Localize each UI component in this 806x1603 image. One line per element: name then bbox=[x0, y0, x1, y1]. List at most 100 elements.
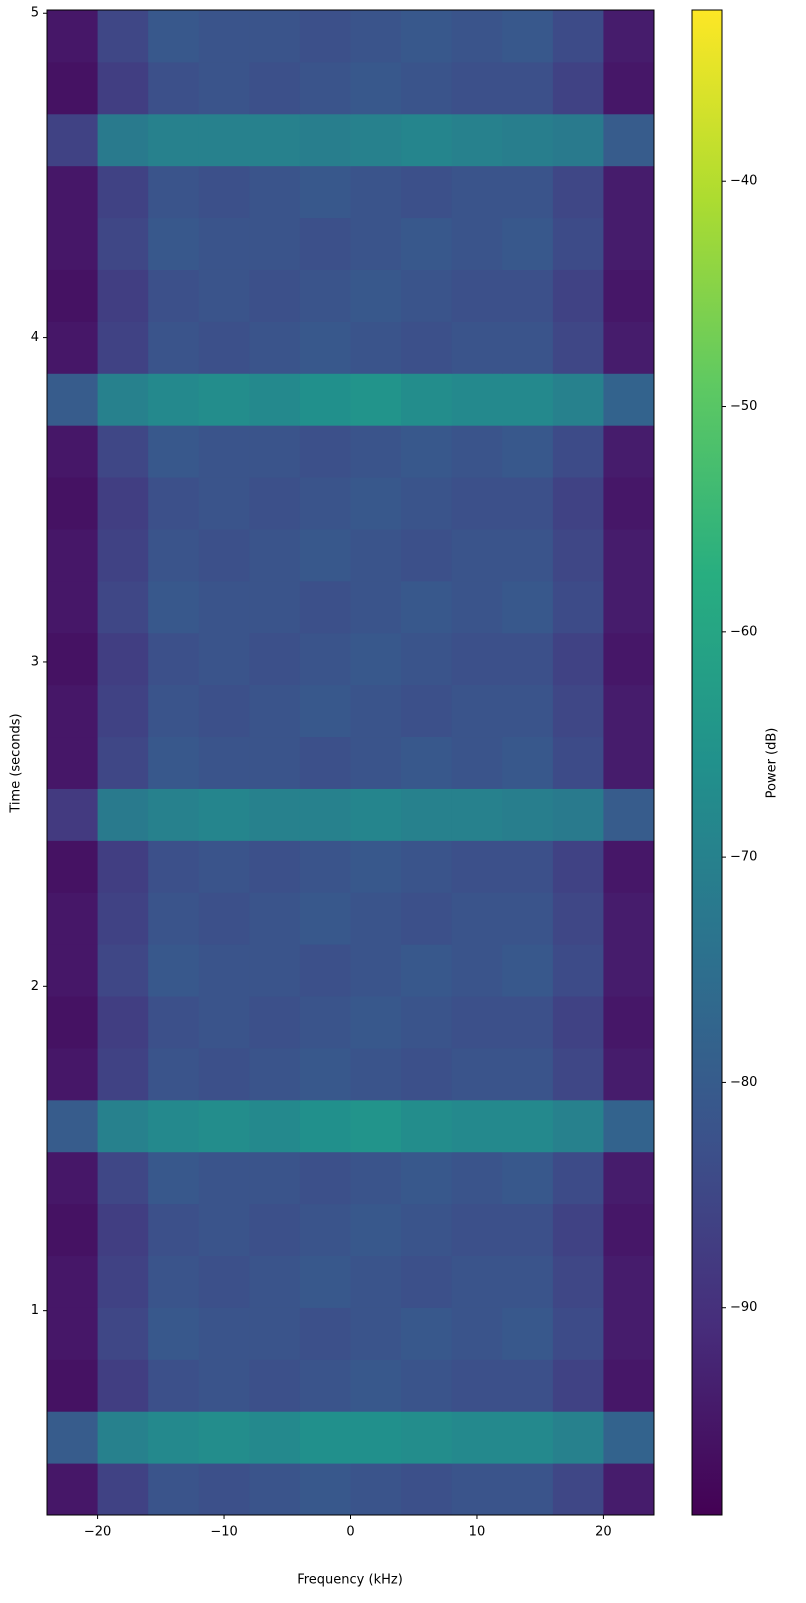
colorbar-label: Power (dB) bbox=[765, 728, 780, 799]
colorbar-tick-label: −70 bbox=[730, 850, 757, 865]
cell bbox=[552, 217, 604, 270]
cell bbox=[502, 425, 554, 478]
cell bbox=[299, 1307, 351, 1360]
cell bbox=[299, 1359, 351, 1412]
cell bbox=[299, 684, 351, 738]
cell bbox=[198, 425, 250, 478]
cell bbox=[451, 269, 503, 322]
cell bbox=[401, 788, 453, 841]
cell bbox=[603, 269, 655, 322]
cell bbox=[603, 165, 655, 219]
cell bbox=[198, 892, 250, 945]
cell bbox=[350, 269, 402, 322]
cell bbox=[401, 528, 453, 582]
cell bbox=[47, 892, 99, 945]
x-tick-label: 20 bbox=[595, 1525, 612, 1540]
cell bbox=[401, 165, 453, 219]
cell bbox=[97, 1151, 149, 1205]
cell bbox=[249, 1047, 301, 1101]
cell bbox=[502, 373, 554, 426]
cell bbox=[198, 113, 250, 167]
cell bbox=[249, 840, 301, 893]
cell bbox=[451, 61, 503, 115]
cell bbox=[299, 321, 351, 374]
cell bbox=[350, 1411, 402, 1464]
colorbar-tick-label: −80 bbox=[730, 1075, 757, 1090]
cell bbox=[502, 1307, 554, 1360]
cell bbox=[401, 1099, 453, 1153]
heatmap bbox=[47, 10, 655, 1516]
cell bbox=[451, 477, 503, 530]
cell bbox=[299, 944, 351, 997]
cell bbox=[47, 269, 99, 322]
cell bbox=[451, 892, 503, 945]
cell bbox=[148, 425, 200, 478]
cell bbox=[249, 1307, 301, 1360]
y-tick-label: 1 bbox=[31, 1303, 39, 1318]
cell bbox=[502, 165, 554, 219]
cell bbox=[350, 1047, 402, 1101]
cell bbox=[401, 10, 453, 63]
cell bbox=[97, 944, 149, 997]
cell bbox=[47, 840, 99, 893]
cell bbox=[603, 996, 655, 1049]
cell bbox=[401, 892, 453, 945]
cell bbox=[249, 477, 301, 530]
cell bbox=[148, 373, 200, 426]
cell bbox=[350, 10, 402, 63]
cell bbox=[249, 1099, 301, 1153]
cell bbox=[148, 1255, 200, 1308]
cell bbox=[451, 1411, 503, 1464]
cell bbox=[97, 736, 149, 789]
cell bbox=[148, 996, 200, 1049]
x-tick-label: −10 bbox=[210, 1525, 237, 1540]
cell bbox=[198, 1359, 250, 1412]
cell bbox=[97, 528, 149, 582]
cell bbox=[451, 165, 503, 219]
cell bbox=[97, 10, 149, 63]
cell bbox=[350, 1359, 402, 1412]
cell bbox=[350, 1307, 402, 1360]
cell bbox=[451, 580, 503, 634]
cell bbox=[198, 788, 250, 841]
cell bbox=[350, 840, 402, 893]
cell bbox=[502, 1411, 554, 1464]
cell bbox=[249, 165, 301, 219]
cell bbox=[451, 373, 503, 426]
cell bbox=[451, 113, 503, 167]
cell bbox=[502, 632, 554, 686]
cell bbox=[47, 580, 99, 634]
cell bbox=[47, 321, 99, 374]
cell bbox=[47, 1099, 99, 1153]
cell bbox=[249, 1359, 301, 1412]
cell bbox=[603, 1203, 655, 1257]
cell bbox=[249, 528, 301, 582]
cell bbox=[249, 736, 301, 789]
cell bbox=[451, 840, 503, 893]
cell bbox=[603, 1151, 655, 1205]
cell bbox=[97, 1307, 149, 1360]
cell bbox=[603, 217, 655, 270]
cell bbox=[451, 1047, 503, 1101]
cell bbox=[249, 1151, 301, 1205]
cell bbox=[198, 1255, 250, 1308]
cell bbox=[47, 165, 99, 219]
cell bbox=[198, 1463, 250, 1516]
cell bbox=[198, 632, 250, 686]
cell bbox=[603, 840, 655, 893]
cell bbox=[97, 217, 149, 270]
cell bbox=[148, 684, 200, 738]
x-tick-label: 10 bbox=[469, 1525, 486, 1540]
cell bbox=[148, 1151, 200, 1205]
cell bbox=[401, 1307, 453, 1360]
cell bbox=[552, 477, 604, 530]
cell bbox=[249, 1255, 301, 1308]
y-tick-label: 2 bbox=[31, 979, 39, 994]
cell bbox=[603, 1411, 655, 1464]
cell bbox=[148, 788, 200, 841]
cell bbox=[401, 321, 453, 374]
cell bbox=[198, 1099, 250, 1153]
cell bbox=[552, 996, 604, 1049]
cell bbox=[603, 1463, 655, 1516]
cell bbox=[603, 477, 655, 530]
